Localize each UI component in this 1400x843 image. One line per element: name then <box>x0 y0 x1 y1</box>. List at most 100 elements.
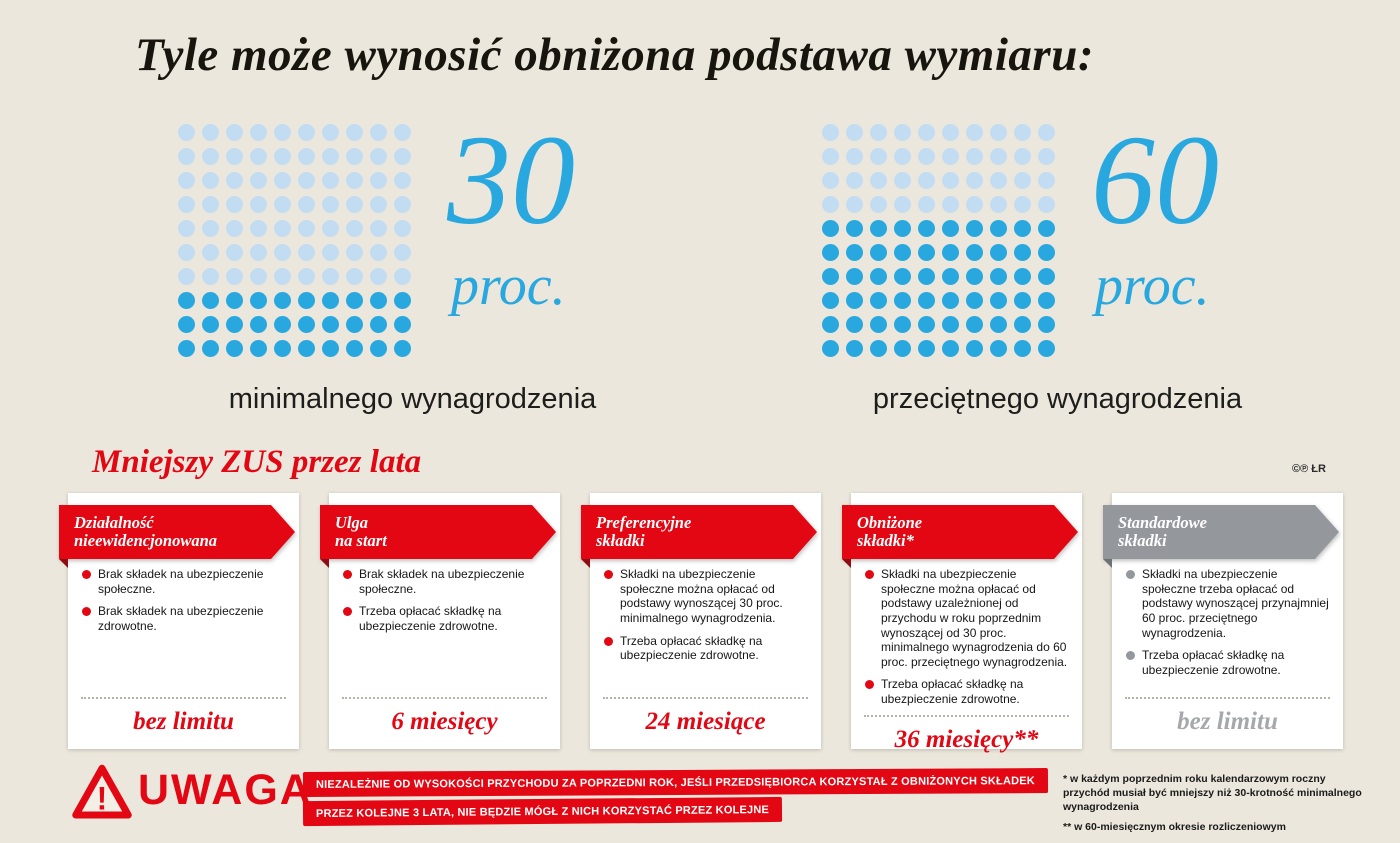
waffle-dot <box>870 268 887 285</box>
waffle-dot <box>822 244 839 261</box>
bullet-icon <box>865 680 874 690</box>
waffle-dot <box>346 124 363 141</box>
waffle-dot <box>1014 340 1031 357</box>
bullet-text: Składki na ubezpieczenie społeczne trzeb… <box>1142 567 1329 640</box>
waffle-dot <box>274 148 291 165</box>
waffle-dot <box>870 148 887 165</box>
waffle-dot <box>990 244 1007 261</box>
ribbon-arrow: Preferencyjne składki <box>581 505 817 559</box>
waffle-dot <box>298 316 315 333</box>
waffle-dot <box>846 316 863 333</box>
waffle-dot <box>250 148 267 165</box>
waffle-dot <box>274 292 291 309</box>
bullet-text: Trzeba opłacać składkę na ubezpieczenie … <box>359 604 502 633</box>
bullet-icon <box>865 570 874 579</box>
waffle-dot <box>370 292 387 309</box>
bullet-item: Brak składek na ubezpieczenie społeczne. <box>343 567 549 596</box>
bullet-text: Składki na ubezpieczenie społeczne można… <box>620 567 783 625</box>
bullet-text: Składki na ubezpieczenie społeczne można… <box>881 567 1068 669</box>
card-ribbon: Standardowe składki <box>1103 505 1339 559</box>
waffle-dot <box>846 340 863 357</box>
waffle-dot <box>1014 220 1031 237</box>
ribbon-fold <box>320 559 329 568</box>
card-dzialalnosc-nieewidencjonowana: Działalność nieewidencjonowana Brak skła… <box>59 493 299 749</box>
waffle-dot <box>918 292 935 309</box>
waffle-dot <box>178 220 195 237</box>
credit-mark: ©℗ ŁR <box>1292 463 1326 475</box>
ribbon-fold <box>842 559 851 568</box>
waffle-dot <box>870 220 887 237</box>
percent-block-60: 60 proc. <box>1091 116 1219 318</box>
bullet-item: Trzeba opłacać składkę na ubezpieczenie … <box>343 604 549 633</box>
ribbon-arrow: Standardowe składki <box>1103 505 1339 559</box>
waffle-dot <box>274 196 291 213</box>
waffle-dot <box>966 268 983 285</box>
waffle-dot <box>942 124 959 141</box>
waffle-dot <box>894 196 911 213</box>
waffle-dot <box>370 268 387 285</box>
waffle-dot <box>1014 268 1031 285</box>
waffle-dot <box>322 316 339 333</box>
waffle-dot <box>346 316 363 333</box>
waffle-dot <box>918 196 935 213</box>
waffle-dot <box>274 316 291 333</box>
waffle-dot <box>870 124 887 141</box>
waffle-dot <box>918 316 935 333</box>
waffle-dot <box>250 292 267 309</box>
card-duration-section: 36 miesięcy** <box>864 714 1069 767</box>
waffle-dot <box>942 292 959 309</box>
waffle-dot <box>202 148 219 165</box>
card-ribbon: Ulga na start <box>320 505 556 559</box>
waffle-dot <box>274 124 291 141</box>
warning-triangle-icon: ! <box>72 764 132 819</box>
waffle-dot <box>870 316 887 333</box>
card-body: Brak składek na ubezpieczenie społeczne.… <box>68 493 299 642</box>
waffle-dot <box>298 268 315 285</box>
card-duration: 24 miesiące <box>645 708 766 735</box>
waffle-dot <box>894 148 911 165</box>
waffle-dot <box>394 172 411 189</box>
card-obnizone-skladki: Obniżone składki* Składki na ubezpieczen… <box>842 493 1082 753</box>
bullet-text: Brak składek na ubezpieczenie społeczne. <box>98 567 264 596</box>
waffle-dot <box>918 340 935 357</box>
warning-label: UWAGA <box>138 766 313 814</box>
waffle-dot <box>250 196 267 213</box>
waffle-dot <box>226 292 243 309</box>
waffle-dot <box>990 340 1007 357</box>
waffle-dot <box>822 148 839 165</box>
waffle-dot <box>990 220 1007 237</box>
card-duration: bez limitu <box>133 708 234 735</box>
waffle-dot <box>990 148 1007 165</box>
waffle-dot <box>298 196 315 213</box>
card-duration: bez limitu <box>1177 708 1278 735</box>
waffle-dot <box>322 220 339 237</box>
cards-row: Działalność nieewidencjonowana Brak skła… <box>59 493 1345 753</box>
card-duration-section: 6 miesięcy <box>342 697 547 749</box>
waffle-dot <box>202 172 219 189</box>
waffle-dot <box>1014 172 1031 189</box>
waffle-dot <box>846 268 863 285</box>
waffle-dot <box>846 148 863 165</box>
waffle-dot <box>202 292 219 309</box>
waffle-dot <box>274 172 291 189</box>
waffle-dot <box>1014 292 1031 309</box>
waffle-dot <box>178 316 195 333</box>
waffle-dot <box>298 172 315 189</box>
waffle-dot <box>274 220 291 237</box>
bullet-text: Trzeba opłacać składkę na ubezpieczenie … <box>1142 648 1285 677</box>
ribbon-fold <box>59 559 68 568</box>
bullet-icon <box>1126 570 1135 579</box>
waffle-dot <box>202 268 219 285</box>
warning-banner-line2: PRZEZ KOLEJNE 3 LATA, NIE BĘDZIE MÓGŁ Z … <box>302 796 783 827</box>
waffle-dot <box>894 268 911 285</box>
waffle-dot <box>1038 220 1055 237</box>
waffle-dot <box>894 220 911 237</box>
waffle-dot <box>822 196 839 213</box>
waffle-dot <box>870 196 887 213</box>
waffle-dot <box>298 292 315 309</box>
waffle-dot <box>990 124 1007 141</box>
waffle-dot <box>894 124 911 141</box>
waffle-dot <box>346 172 363 189</box>
waffle-dot <box>298 244 315 261</box>
waffle-dot <box>370 244 387 261</box>
